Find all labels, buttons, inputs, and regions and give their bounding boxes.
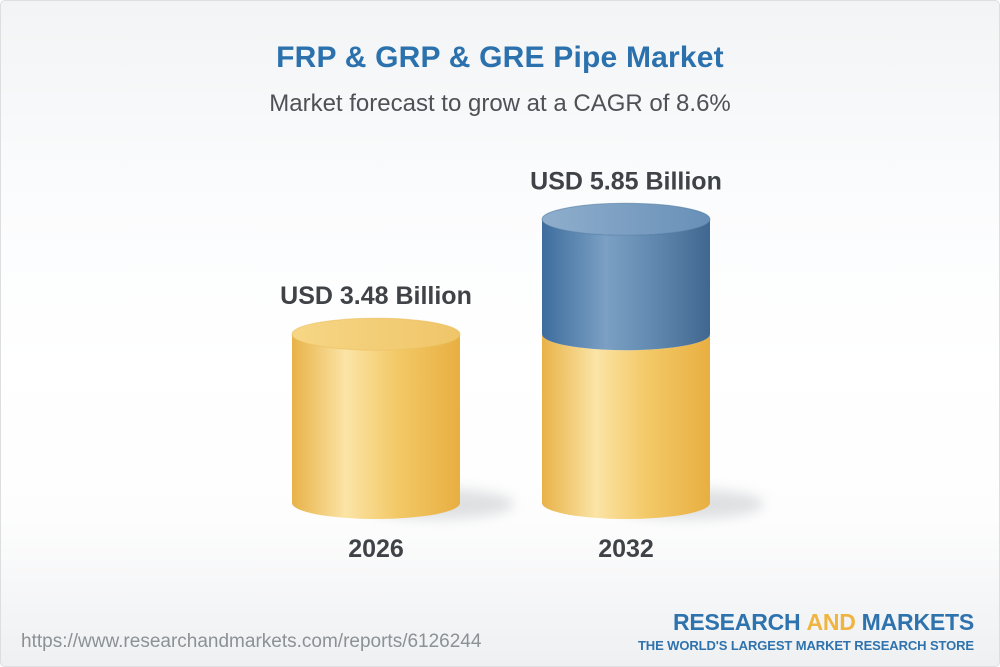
cylinder-top (291, 317, 461, 351)
cylinder-segment-yellow (292, 334, 460, 519)
cylinder-top (541, 202, 711, 236)
value-label: USD 5.85 Billion (530, 167, 722, 195)
logo-word-and: AND (806, 609, 856, 635)
logo-word-markets: MARKETS (861, 609, 975, 635)
value-label: USD 3.48 Billion (280, 282, 472, 310)
logo-wordmark: RESEARCH AND MARKETS (638, 611, 974, 634)
category-label: 2026 (348, 535, 404, 563)
research-and-markets-logo: RESEARCH AND MARKETS THE WORLD'S LARGEST M… (637, 611, 974, 653)
cylinder-segment-blue (542, 219, 710, 351)
logo-word-research: RESEARCH (672, 609, 801, 635)
bar-2032: USD 5.85 Billion 2032 (530, 167, 764, 563)
chart-title: FRP & GRP & GRE Pipe Market (276, 41, 724, 74)
logo-tagline: THE WORLD'S LARGEST MARKET RESEARCH STOR… (637, 638, 974, 653)
source-url: https://www.researchandmarkets.com/repor… (21, 631, 482, 652)
bar-2026: USD 3.48 Billion 2026 (280, 282, 514, 563)
cylinder-segment-yellow (542, 334, 710, 519)
chart-subtitle: Market forecast to grow at a CAGR of 8.6… (269, 90, 731, 117)
chart-header: FRP & GRP & GRE Pipe Market Market forec… (1, 1, 999, 118)
category-label: 2032 (598, 535, 654, 563)
